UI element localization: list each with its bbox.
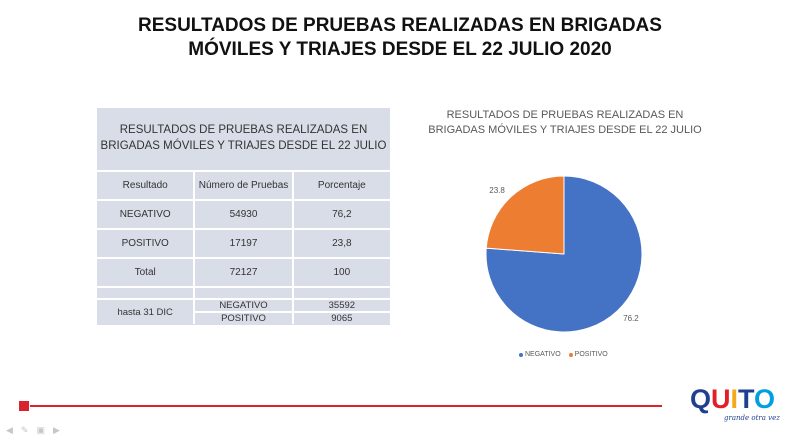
table-row: NEGATIVO 54930 76,2	[97, 199, 390, 229]
table-cell: NEGATIVO	[193, 298, 293, 312]
legend-label-positivo: POSITIVO	[574, 351, 608, 358]
table-title: RESULTADOS DE PRUEBAS REALIZADAS EN BRIG…	[97, 122, 390, 154]
table-title-line-1: RESULTADOS DE PRUEBAS REALIZADAS EN	[119, 124, 368, 136]
legend-label-negativo: NEGATIVO	[525, 351, 561, 358]
table-cell: 100	[291, 257, 390, 287]
table-cell: 54930	[193, 199, 293, 229]
table-cell: 76,2	[291, 199, 390, 229]
chart-legend: NEGATIVO POSITIVO	[519, 351, 608, 358]
accent-square	[19, 401, 29, 411]
slide-title: RESULTADOS DE PRUEBAS REALIZADAS EN BRIG…	[100, 14, 700, 62]
logo-letters: QUITO	[690, 384, 775, 414]
slide-title-line-1: RESULTADOS DE PRUEBAS REALIZADAS EN BRIG…	[138, 15, 662, 36]
results-table-panel: RESULTADOS DE PRUEBAS REALIZADAS EN BRIG…	[97, 108, 390, 325]
results-table: Resultado Número de Pruebas Porcentaje N…	[97, 170, 390, 324]
slide-title-line-2: MÓVILES Y TRIAJES DESDE EL 22 JULIO 2020	[188, 39, 612, 60]
slides-icon[interactable]: ▣	[36, 425, 45, 435]
table-cell: Total	[97, 257, 195, 287]
header-cell: Resultado	[97, 170, 195, 200]
header-cell: Porcentaje	[291, 170, 390, 200]
table-cell: POSITIVO	[193, 311, 293, 324]
table-spacer-row	[97, 286, 390, 299]
table-cell: 35592	[291, 298, 390, 312]
chart-title: RESULTADOS DE PRUEBAS REALIZADAS EN BRIG…	[428, 109, 702, 136]
next-arrow-icon[interactable]: ▶	[52, 425, 60, 435]
legend-swatch-positivo	[568, 352, 573, 357]
logo-tagline: grande otra vez	[724, 414, 780, 422]
table-cell: 9065	[291, 311, 390, 324]
table-row: Total 72127 100	[97, 257, 390, 287]
pie-data-label-negativo: 76.2	[623, 314, 639, 323]
table-cell: 23,8	[291, 228, 390, 258]
table-row: hasta 31 DIC NEGATIVO 35592	[97, 298, 390, 324]
pie-chart: 76.2 23.8	[460, 160, 680, 360]
pie-data-label-positivo: 23.8	[489, 186, 505, 195]
pie-slice-positivo	[485, 175, 565, 255]
prev-arrow-icon[interactable]: ◀	[6, 425, 13, 435]
table-row: POSITIVO 9065	[97, 311, 390, 324]
legend-swatch-negativo	[519, 352, 523, 357]
pie-chart-svg: 76.2 23.8	[485, 175, 643, 333]
table-title-line-2: BRIGADAS MÓVILES Y TRIAJES DESDE EL 22 J…	[100, 140, 387, 152]
legend-item-negativo: NEGATIVO	[519, 351, 561, 358]
accent-line	[30, 405, 662, 407]
table-header-row: Resultado Número de Pruebas Porcentaje	[97, 170, 390, 200]
table-row: POSITIVO 17197 23,8	[97, 228, 390, 258]
table-cell: 72127	[193, 257, 293, 287]
legend-item-positivo: POSITIVO	[568, 351, 608, 358]
slide-nav: ◀ ✎ ▣ ▶	[6, 425, 60, 436]
quito-logo-graphic: QUITO grande otra vez	[690, 384, 780, 422]
table-cell: hasta 31 DIC	[97, 298, 195, 324]
header-cell: Número de Pruebas	[193, 170, 293, 200]
pie-slice-negativo	[485, 175, 643, 333]
quito-logo: QUITO grande otra vez	[688, 378, 784, 424]
pen-icon[interactable]: ✎	[20, 425, 29, 435]
table-cell: NEGATIVO	[97, 199, 195, 229]
table-cell: POSITIVO	[97, 228, 195, 258]
table-cell: 17197	[193, 228, 293, 258]
